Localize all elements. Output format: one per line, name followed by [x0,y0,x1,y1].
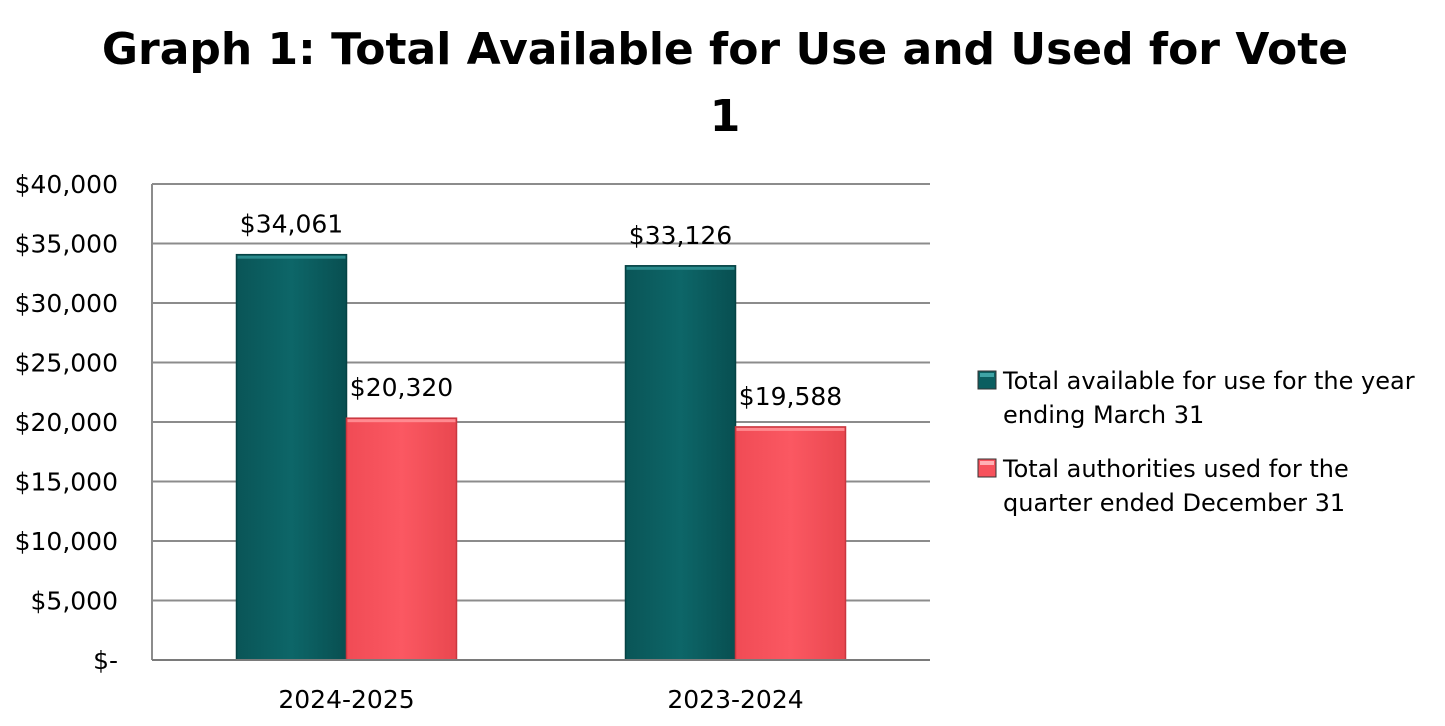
legend-swatch-highlight [980,461,994,465]
legend-entry: Total authorities used for the quarter en… [977,455,1349,517]
x-axis-ticks: 2024-2025 2023-2024 [278,685,803,714]
y-tick-label: $20,000 [15,408,118,437]
bar [345,417,458,661]
legend-swatch-highlight [980,373,994,377]
y-tick-label: $- [93,646,118,675]
legend-label: ending March 31 [1003,401,1204,429]
y-tick-label: $15,000 [15,468,118,497]
y-tick-label: $25,000 [15,349,118,378]
bar-top-highlight [347,419,456,423]
data-label: $20,320 [350,373,453,402]
y-axis-ticks: $- $5,000 $10,000 $15,000 $20,000 $25,000 $30,… [15,170,118,675]
y-tick-label: $5,000 [31,587,118,616]
bar-top-highlight [237,255,346,259]
y-tick-label: $10,000 [15,527,118,556]
bar [235,253,348,661]
legend-label: Total available for use for the year [1002,367,1415,395]
legend-label: quarter ended December 31 [1003,489,1345,517]
bar-data-labels: $34,061 $20,320 $33,126 $19,588 [240,210,842,411]
data-label: $33,126 [629,221,732,250]
legend-label: Total authorities used for the [1002,455,1349,483]
bar [624,265,737,661]
chart-title-line-2: 1 [710,91,741,142]
chart-title-line-1: Graph 1: Total Available for Use and Use… [102,24,1348,75]
bar-top-highlight [736,427,845,431]
y-tick-label: $35,000 [15,230,118,259]
legend-entry: Total available for use for the year endi… [977,367,1415,429]
x-tick-label: 2023-2024 [667,685,803,714]
bar-top-highlight [626,266,735,270]
bars [235,253,847,661]
x-tick-label: 2024-2025 [278,685,414,714]
bar [734,426,847,661]
data-label: $19,588 [739,382,842,411]
data-label: $34,061 [240,210,343,239]
y-tick-label: $40,000 [15,170,118,199]
legend: Total available for use for the year endi… [977,367,1415,517]
y-tick-label: $30,000 [15,289,118,318]
